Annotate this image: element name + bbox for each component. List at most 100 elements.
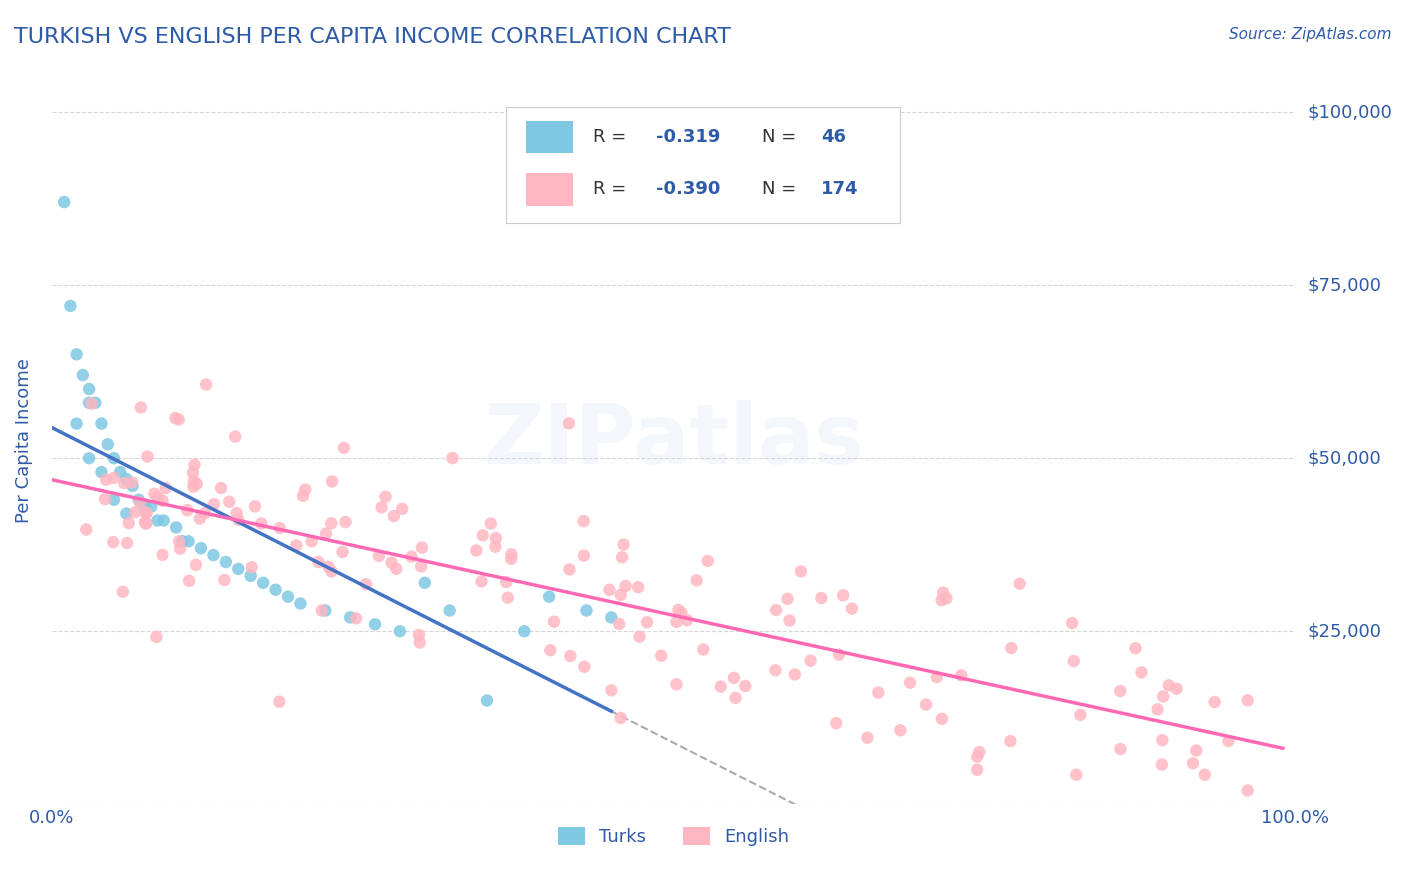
- Point: [124, 505, 146, 519]
- Point: [145, 630, 167, 644]
- Point: [856, 731, 879, 745]
- Point: [250, 516, 273, 531]
- Point: [186, 476, 208, 491]
- Point: [915, 698, 938, 712]
- Point: [141, 500, 163, 514]
- Point: [723, 671, 745, 685]
- Point: [103, 535, 125, 549]
- Point: [290, 597, 312, 611]
- Point: [538, 643, 561, 657]
- Point: [1236, 783, 1258, 797]
- Point: [183, 475, 205, 489]
- Point: [484, 540, 506, 554]
- Point: [614, 579, 637, 593]
- Point: [966, 763, 988, 777]
- Text: 46: 46: [821, 128, 846, 146]
- Point: [308, 555, 330, 569]
- Point: [609, 711, 631, 725]
- Text: $75,000: $75,000: [1308, 277, 1382, 294]
- Point: [765, 663, 787, 677]
- Point: [184, 558, 207, 572]
- Point: [239, 569, 262, 583]
- Point: [115, 536, 138, 550]
- Point: [1062, 616, 1084, 631]
- Point: [165, 411, 187, 425]
- Point: [380, 556, 402, 570]
- Point: [558, 417, 581, 431]
- Point: [77, 396, 100, 410]
- Point: [181, 466, 204, 480]
- Point: [118, 516, 141, 530]
- Point: [935, 591, 957, 606]
- Point: [292, 489, 315, 503]
- Point: [382, 509, 405, 524]
- Point: [676, 613, 699, 627]
- Point: [167, 412, 190, 426]
- Point: [176, 503, 198, 517]
- Point: [335, 515, 357, 529]
- Point: [90, 465, 112, 479]
- Point: [471, 528, 494, 542]
- Point: [665, 677, 688, 691]
- Point: [252, 575, 274, 590]
- Point: [333, 441, 356, 455]
- Point: [969, 745, 991, 759]
- Point: [53, 195, 76, 210]
- Point: [600, 610, 623, 624]
- Text: N =: N =: [762, 128, 801, 146]
- Point: [610, 588, 633, 602]
- Point: [1204, 695, 1226, 709]
- Point: [1185, 743, 1208, 757]
- Point: [115, 472, 138, 486]
- Text: -0.390: -0.390: [655, 180, 720, 198]
- Point: [1125, 641, 1147, 656]
- Point: [810, 591, 832, 605]
- Point: [97, 437, 120, 451]
- Point: [600, 683, 623, 698]
- Point: [1166, 681, 1188, 696]
- Point: [59, 299, 82, 313]
- Point: [1152, 690, 1174, 704]
- Point: [496, 591, 519, 605]
- Point: [321, 516, 343, 531]
- Point: [734, 679, 756, 693]
- Point: [103, 492, 125, 507]
- Text: $100,000: $100,000: [1308, 103, 1392, 121]
- Point: [332, 545, 354, 559]
- Point: [195, 377, 218, 392]
- Point: [277, 590, 299, 604]
- Point: [226, 562, 249, 576]
- Text: N =: N =: [762, 180, 801, 198]
- Point: [80, 396, 103, 410]
- Point: [1008, 576, 1031, 591]
- Point: [129, 495, 152, 509]
- Point: [152, 494, 174, 508]
- Point: [783, 667, 806, 681]
- Point: [1109, 684, 1132, 698]
- Point: [202, 497, 225, 511]
- Point: [228, 513, 250, 527]
- Point: [413, 575, 436, 590]
- Point: [301, 534, 323, 549]
- Point: [225, 506, 247, 520]
- Point: [411, 541, 433, 555]
- Point: [572, 549, 595, 563]
- Point: [692, 642, 714, 657]
- Point: [75, 523, 97, 537]
- Point: [128, 492, 150, 507]
- Point: [1182, 756, 1205, 771]
- Point: [135, 506, 157, 520]
- Point: [470, 574, 492, 589]
- Point: [538, 590, 561, 604]
- Point: [610, 550, 633, 565]
- Point: [354, 577, 377, 591]
- Point: [665, 615, 688, 629]
- Point: [224, 429, 246, 443]
- Point: [931, 712, 953, 726]
- Point: [315, 526, 337, 541]
- Point: [889, 723, 911, 738]
- Point: [135, 516, 157, 531]
- Point: [215, 555, 238, 569]
- Point: [950, 668, 973, 682]
- Point: [167, 534, 190, 549]
